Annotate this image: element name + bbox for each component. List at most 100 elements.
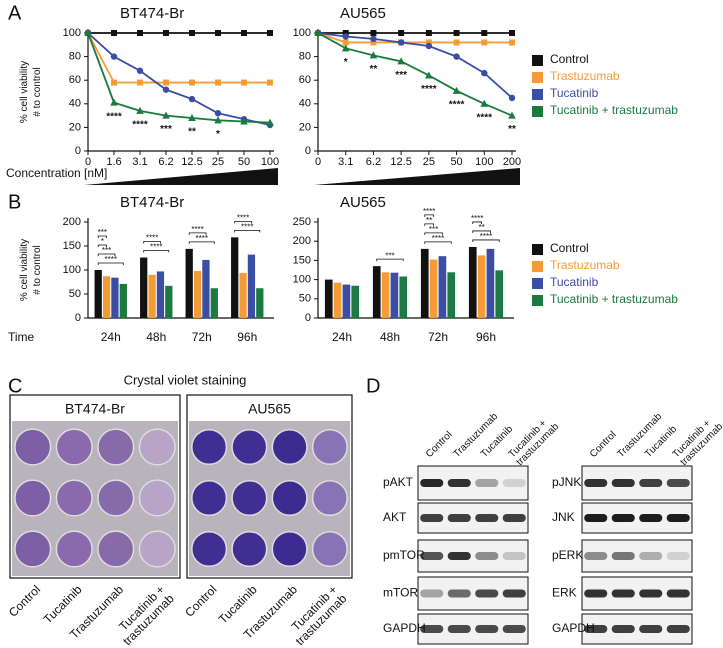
lane-label: Tucatinib +trastuzumab (670, 413, 723, 468)
bar (148, 274, 156, 318)
point (215, 79, 221, 86)
y-tick-label: 0 (75, 145, 81, 157)
x-tick-label: 100 (475, 156, 493, 168)
x-tick-label: 72h (428, 330, 448, 344)
point (481, 39, 488, 46)
significance: **** (241, 222, 253, 231)
y-tick-label: 80 (69, 51, 81, 63)
band (611, 589, 635, 598)
point (110, 98, 118, 106)
band (420, 479, 444, 487)
point (111, 30, 117, 36)
legend-swatch (532, 244, 543, 255)
panel-label: C (8, 375, 22, 397)
legend-label: Trastuzumab (550, 69, 620, 83)
point (370, 30, 377, 36)
bar (495, 270, 504, 318)
bar (210, 288, 218, 318)
blot-label: pERK (552, 548, 583, 562)
blot-label: JNK (552, 510, 575, 524)
band (611, 479, 635, 487)
significance: **** (105, 255, 117, 264)
plate-title: AU565 (248, 401, 291, 417)
band (502, 552, 526, 560)
panel-label: D (366, 375, 380, 397)
point (188, 113, 196, 121)
point (370, 39, 377, 46)
y-axis-label: % cell viability # to control (19, 61, 43, 123)
y-tick-label: 150 (293, 254, 311, 266)
point (370, 35, 377, 43)
well (14, 479, 52, 517)
band (447, 589, 471, 598)
point (480, 99, 489, 107)
significance-bracket (472, 221, 482, 224)
legend-label: Trastuzumab (550, 258, 620, 272)
bar (333, 282, 342, 318)
significance: *** (102, 246, 111, 255)
point (509, 30, 515, 36)
lane-label: Control (588, 429, 619, 460)
band (475, 625, 499, 633)
well (231, 479, 268, 517)
x-tick-label: 3.1 (338, 156, 353, 168)
band (502, 589, 526, 598)
point (341, 44, 350, 52)
panel-title: Crystal violet staining (124, 372, 247, 387)
bar (372, 266, 381, 318)
x-axis-label: Time (8, 330, 35, 344)
bar (420, 248, 429, 318)
significance-bracket (188, 232, 207, 235)
bar (486, 248, 495, 318)
x-tick-label: 48h (380, 330, 400, 344)
point (163, 30, 169, 36)
series-line (87, 32, 271, 126)
point (215, 30, 221, 36)
significance: *** (160, 124, 172, 135)
x-tick-label: 0 (315, 156, 321, 168)
x-tick-label: 12.5 (390, 156, 411, 168)
significance: **** (106, 111, 122, 122)
series-line (87, 32, 270, 84)
bar (477, 255, 486, 318)
point (162, 111, 170, 119)
significance: **** (196, 234, 208, 243)
well (14, 428, 52, 466)
x-tick-label: 24h (332, 330, 352, 344)
legend-label: Control (550, 52, 589, 66)
well (271, 428, 308, 466)
band (639, 625, 663, 633)
band (420, 552, 444, 560)
significance: *** (395, 70, 407, 81)
point (369, 51, 378, 59)
significance: **** (449, 99, 465, 110)
x-tick-label: 96h (476, 330, 496, 344)
blot-label: GAPDH (383, 621, 426, 635)
point (214, 110, 222, 117)
x-tick-label: 3.1 (132, 156, 147, 168)
significance-bracket (424, 223, 434, 226)
significance: ** (188, 127, 196, 138)
x-tick-label: 1.6 (106, 156, 121, 168)
x-tick-label: 50 (238, 156, 250, 168)
panel-label: A (8, 2, 22, 24)
y-tick-label: 200 (293, 235, 311, 247)
blot-label: mTOR (383, 586, 418, 600)
series-line (317, 32, 513, 117)
point (342, 33, 349, 40)
blot-label: pAKT (383, 475, 414, 489)
well (97, 530, 135, 568)
bar (140, 257, 148, 318)
blot-label: GAPDH (552, 621, 595, 635)
significance: ** (370, 64, 378, 75)
well (55, 479, 93, 517)
band (584, 589, 608, 598)
bar (102, 276, 111, 318)
bar (193, 270, 202, 318)
legend-swatch (532, 72, 543, 83)
y-tick-label: 20 (299, 121, 311, 133)
significance: ** (508, 124, 516, 135)
x-tick-label: 25 (212, 156, 224, 168)
band (420, 589, 444, 598)
point (509, 39, 515, 46)
